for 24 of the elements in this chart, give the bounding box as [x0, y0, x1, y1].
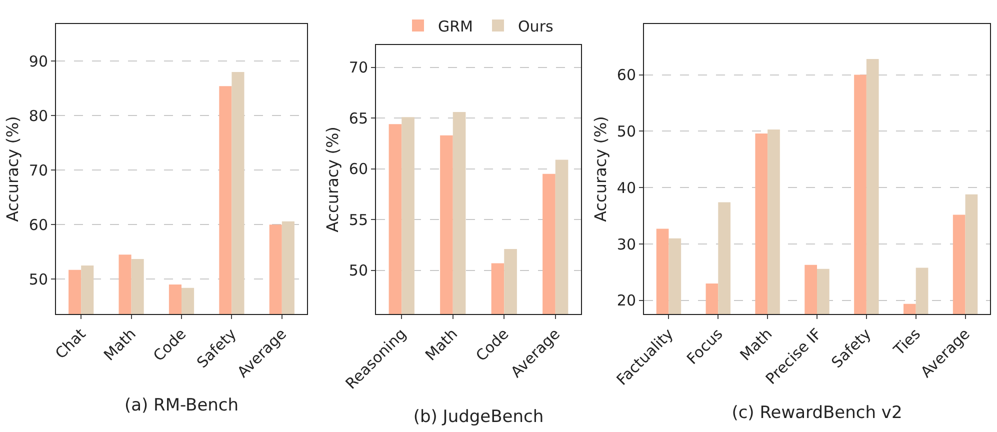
legend-label: GRM: [438, 17, 473, 36]
y-tick-label: 70: [28, 161, 48, 180]
y-tick-label: 60: [616, 66, 636, 84]
x-axis-title: (c) RewardBench v2: [732, 403, 902, 424]
x-axis-title: (a) RM-Bench: [124, 396, 239, 416]
y-axis-title: Accuracy (%): [322, 126, 342, 232]
x-tick-label: Ties: [889, 324, 924, 360]
y-tick-label: 70: [348, 58, 368, 77]
y-tick-label: 65: [348, 109, 368, 128]
y-tick-label: 55: [348, 210, 368, 229]
y-tick-label: 60: [28, 216, 48, 234]
legend-label: Ours: [518, 17, 554, 36]
y-axis-title: Accuracy (%): [2, 116, 22, 222]
y-tick-label: 40: [616, 178, 636, 197]
y-tick-label: 60: [348, 160, 368, 178]
y-tick-label: 20: [616, 292, 636, 310]
y-tick-label: 50: [616, 122, 636, 140]
y-tick-label: 50: [28, 270, 48, 288]
y-tick-label: 50: [348, 262, 368, 280]
y-tick-label: 90: [28, 52, 48, 70]
x-axis-title: (b) JudgeBench: [413, 407, 544, 428]
y-axis-title: Accuracy (%): [590, 116, 610, 222]
y-tick-label: 30: [616, 235, 636, 254]
y-tick-label: 80: [28, 106, 48, 125]
